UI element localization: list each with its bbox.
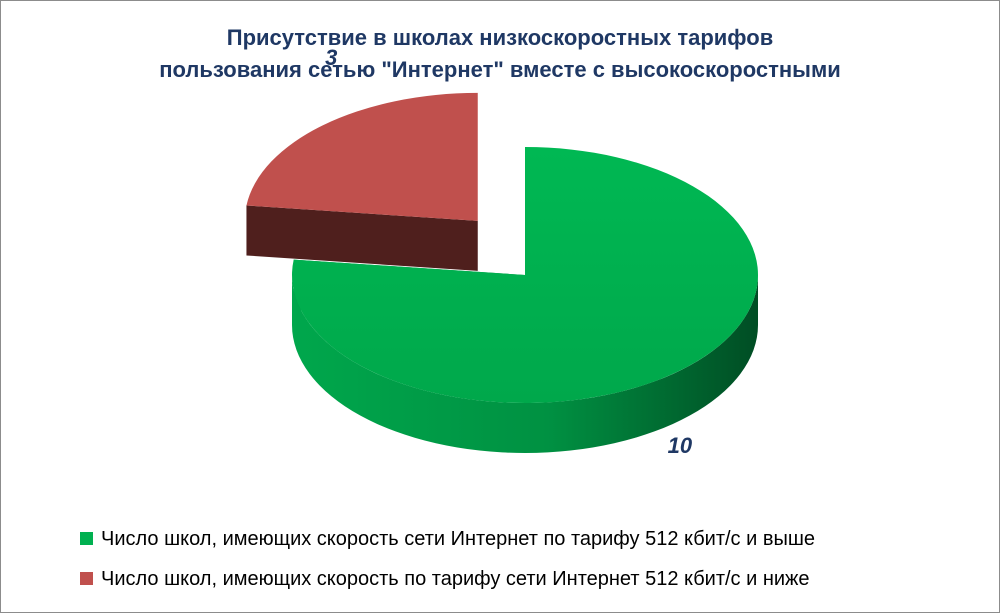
data-label: 10 (668, 433, 693, 458)
pie-slice-1 (246, 92, 478, 271)
data-label: 3 (325, 45, 337, 70)
slice-top (246, 92, 478, 221)
legend-label-high-speed: Число школ, имеющих скорость сети Интерн… (101, 528, 816, 550)
slice-side (292, 275, 758, 453)
legend-label-low-speed: Число школ, имеющих скорость по тарифу с… (101, 568, 810, 590)
legend-swatch-red (80, 572, 93, 585)
legend-item-high-speed: Число школ, имеющих скорость сети Интерн… (80, 526, 815, 552)
chart-title-line-2: пользования сетью "Интернет" вместе с вы… (159, 57, 841, 82)
chart-title-line-1: Присутствие в школах низкоскоростных тар… (226, 25, 774, 50)
legend-swatch-green (80, 532, 93, 545)
chart-title: Присутствие в школах низкоскоростных тар… (0, 22, 1000, 86)
legend-item-low-speed: Число школ, имеющих скорость по тарифу с… (80, 566, 810, 592)
slice-top (292, 147, 759, 403)
pie-slice-0 (292, 147, 759, 453)
slice-wall (246, 205, 478, 271)
